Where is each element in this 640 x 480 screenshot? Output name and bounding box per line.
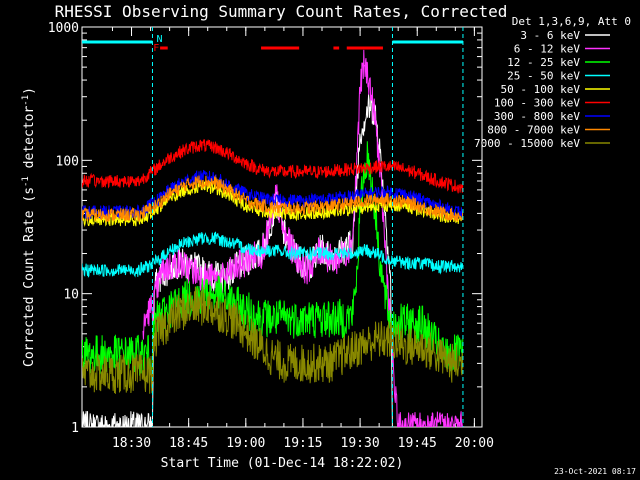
x-tick-label: 19:15	[283, 436, 322, 451]
legend-entry-label: 800 - 7000 keV	[487, 124, 580, 137]
series-50-100-kev	[82, 178, 464, 227]
x-axis-label: Start Time (01-Dec-14 18:22:02)	[161, 456, 404, 471]
x-tick-label: 20:00	[455, 436, 494, 451]
x-tick-label: 19:00	[226, 436, 265, 451]
x-tick-label: 19:30	[341, 436, 380, 451]
series-line	[82, 174, 464, 222]
y-tick-label: 1	[71, 421, 79, 436]
series-line	[82, 169, 464, 220]
series-100-300-kev	[82, 138, 464, 194]
legend-entry-label: 50 - 100 keV	[501, 83, 581, 96]
series-line	[82, 286, 464, 394]
series-line	[82, 178, 464, 227]
legend-entry-label: 7000 - 15000 keV	[474, 137, 580, 150]
legend-entry-label: 100 - 300 keV	[494, 97, 580, 110]
chart-title: RHESSI Observing Summary Count Rates, Co…	[55, 2, 508, 21]
legend-entry-label: 12 - 25 keV	[507, 56, 580, 69]
series-7000-15000-kev	[82, 286, 464, 394]
x-tick-label: 18:45	[169, 436, 208, 451]
series-800-7000-kev	[82, 174, 464, 222]
legend-entry-label: 300 - 800 keV	[494, 110, 580, 123]
y-axis-label: Corrected Count Rate (s-1 detector-1)	[21, 87, 37, 367]
date-stamp: 23-Oct-2021 08:17	[554, 467, 636, 476]
legend-header: Det 1,3,6,9, Att 0	[512, 15, 631, 28]
annotation-label-n: N	[156, 34, 162, 45]
series-300-800-kev	[82, 169, 464, 220]
series-line	[82, 138, 464, 194]
series-12-25-kev	[82, 141, 464, 376]
series-line	[82, 141, 464, 376]
annotation-label-f: F	[153, 43, 159, 54]
legend-entry-label: 6 - 12 keV	[514, 43, 581, 56]
plot-frame	[81, 26, 483, 428]
y-tick-label: 1000	[48, 21, 79, 36]
legend-entry-label: 25 - 50 keV	[507, 70, 580, 83]
x-tick-label: 18:30	[112, 436, 151, 451]
y-tick-label: 100	[56, 154, 79, 169]
legend-entry-label: 3 - 6 keV	[520, 29, 580, 42]
y-tick-label: 10	[63, 288, 79, 303]
series-line	[82, 231, 464, 278]
series-25-50-kev	[82, 231, 464, 278]
x-tick-label: 19:45	[398, 436, 437, 451]
